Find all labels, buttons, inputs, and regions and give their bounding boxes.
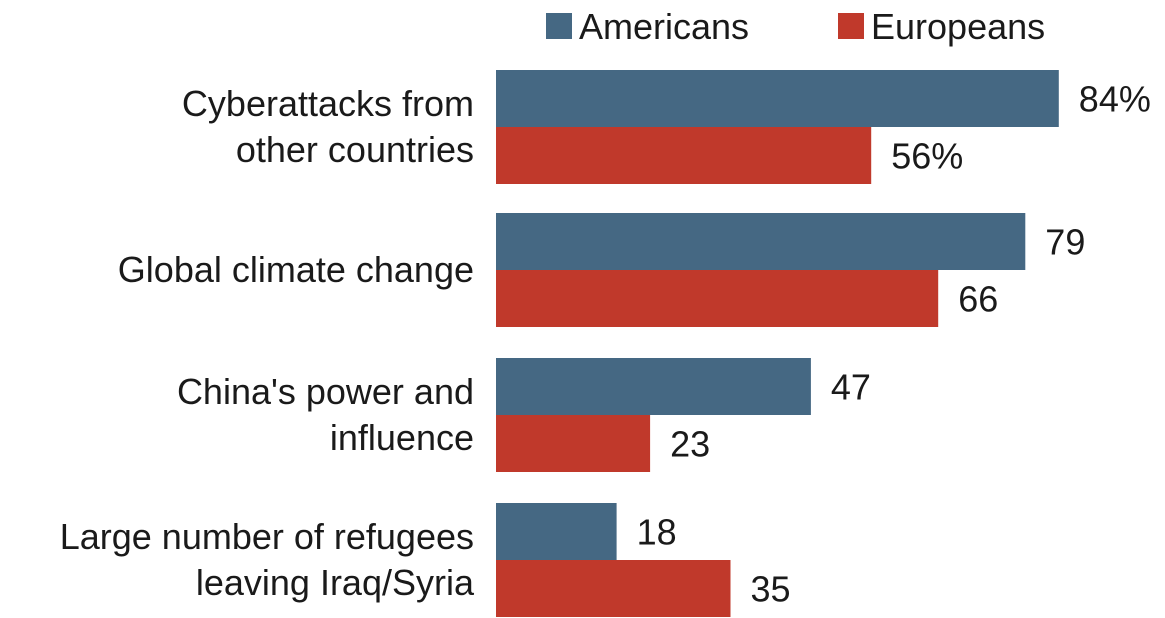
- bar-americans: [496, 70, 1059, 127]
- legend-label: Americans: [579, 6, 749, 47]
- category-label: Cyberattacks from: [182, 83, 474, 124]
- legend-item-americans: Americans: [546, 6, 749, 47]
- bar-europeans: [496, 415, 651, 472]
- category-group: China's power and influence 47 23: [177, 358, 871, 472]
- category-label: leaving Iraq/Syria: [196, 562, 475, 603]
- data-label: 35: [751, 569, 791, 610]
- bar-americans: [496, 213, 1026, 270]
- data-label: 18: [637, 512, 677, 553]
- data-label: 56%: [891, 136, 963, 177]
- legend-swatch: [838, 13, 864, 39]
- bar-americans: [496, 358, 811, 415]
- category-group: Global climate change 79 66: [118, 213, 1085, 327]
- category-group: Large number of refugees leaving Iraq/Syr…: [60, 503, 791, 617]
- data-label: 23: [670, 424, 710, 465]
- category-label: Large number of refugees: [60, 516, 474, 557]
- data-label: 66: [958, 279, 998, 320]
- bar-europeans: [496, 560, 731, 617]
- bar-europeans: [496, 270, 939, 327]
- legend-item-europeans: Europeans: [838, 6, 1045, 47]
- category-label: influence: [330, 417, 474, 458]
- data-label: 79: [1045, 222, 1085, 263]
- legend-swatch: [546, 13, 572, 39]
- legend: Americans Europeans: [546, 6, 1045, 47]
- category-label: Global climate change: [118, 249, 474, 290]
- bar-europeans: [496, 127, 872, 184]
- data-label: 84%: [1079, 79, 1151, 120]
- category-group: Cyberattacks from other countries 84% 56%: [182, 70, 1151, 184]
- legend-label: Europeans: [871, 6, 1045, 47]
- data-label: 47: [831, 367, 871, 408]
- bar-americans: [496, 503, 617, 560]
- plot-area: Cyberattacks from other countries 84% 56% Gl…: [60, 70, 1151, 617]
- category-label: other countries: [236, 129, 474, 170]
- category-label: China's power and: [177, 371, 474, 412]
